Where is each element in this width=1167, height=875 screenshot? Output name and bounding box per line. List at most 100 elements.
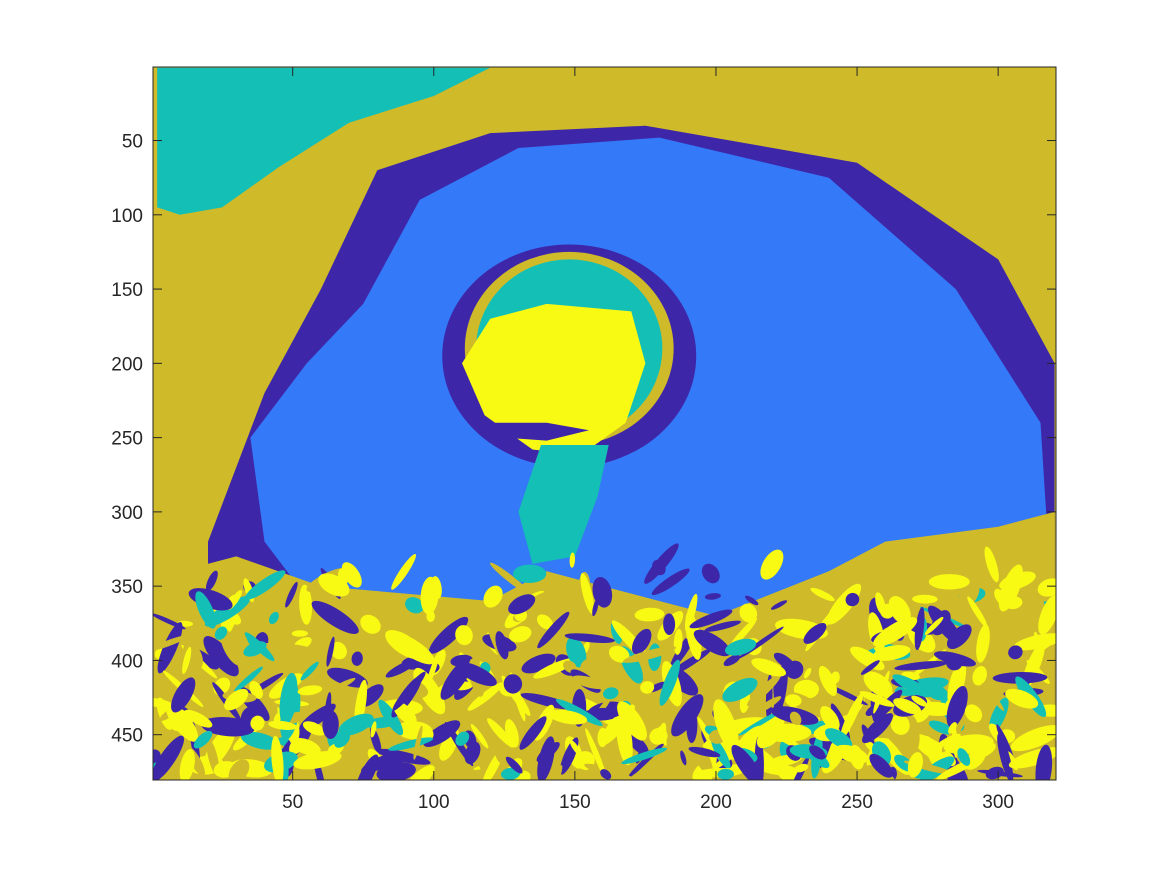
texture-blob-teal <box>892 674 932 698</box>
texture-blob-yellow <box>863 671 893 697</box>
texture-blob-olive <box>580 658 595 676</box>
texture-blob-olive <box>789 711 802 726</box>
texture-blob-teal <box>957 748 971 766</box>
texture-blob-yellow <box>224 688 249 711</box>
texture-blob-yellow <box>972 666 987 686</box>
texture-blob-yellow <box>835 744 869 764</box>
texture-blob-yellow <box>924 616 944 635</box>
texture-blob-dark-blue <box>592 598 599 617</box>
texture-blob-dark-blue <box>428 616 469 654</box>
texture-blob-dark-blue <box>860 660 880 675</box>
texture-blob-yellow <box>713 699 739 752</box>
texture-blob-teal <box>603 687 619 700</box>
texture-blob-dark-blue <box>996 724 1014 760</box>
y-tick-label: 400 <box>111 651 143 672</box>
texture-blob-dark-blue <box>686 709 698 744</box>
texture-blob-teal <box>927 685 948 701</box>
texture-blob-dark-blue <box>392 671 426 711</box>
texture-blob-olive <box>664 763 678 780</box>
texture-blob-dark-blue <box>503 674 523 694</box>
texture-blob-dark-blue <box>355 754 379 780</box>
texture-blob-yellow <box>297 685 323 696</box>
texture-blob-dark-blue <box>157 622 183 674</box>
texture-blob-teal <box>204 595 251 627</box>
texture-blob-yellow <box>569 739 582 756</box>
texture-blob-dark-blue <box>519 716 547 750</box>
texture-blob-dark-blue <box>845 592 860 607</box>
texture-blob-dark-blue <box>153 735 185 780</box>
texture-blob-olive <box>442 698 461 720</box>
texture-blob-dark-blue <box>311 600 359 634</box>
texture-blob-olive <box>228 759 250 780</box>
y-tick-label: 250 <box>111 429 143 450</box>
texture-blob-dark-blue <box>997 733 1014 780</box>
texture-blob-dark-blue <box>927 605 962 645</box>
texture-blob-yellow <box>455 625 473 646</box>
texture-blob-teal <box>555 699 603 726</box>
x-tick-label: 100 <box>418 792 450 813</box>
texture-blob-dark-blue <box>914 607 925 651</box>
texture-blob-yellow <box>739 603 758 623</box>
texture-blob-teal <box>388 737 434 751</box>
texture-blob-dark-blue <box>505 756 523 774</box>
texture-blob-dark-blue <box>537 611 570 649</box>
texture-blob-yellow <box>580 572 595 615</box>
y-tick-label: 450 <box>111 726 143 747</box>
texture-blob-dark-blue <box>285 581 298 608</box>
texture-blob-dark-blue <box>745 595 759 606</box>
axis-ticks: 50 100 150 200 250 300 50 100 150 200 250 300 350 400… <box>111 67 1056 813</box>
region-dark-blue <box>490 422 589 441</box>
texture-blob-yellow <box>873 617 918 647</box>
texture-blob-olive <box>153 572 181 607</box>
texture-blob-dark-blue <box>701 563 720 584</box>
texture-blob-teal <box>240 731 280 750</box>
texture-blob-teal <box>824 728 853 749</box>
x-tick-label: 50 <box>282 792 303 813</box>
texture-blob-yellow <box>425 651 440 689</box>
texture-blob-yellow <box>976 624 990 663</box>
texture-blob-teal <box>405 597 424 614</box>
texture-blob-olive <box>413 725 423 760</box>
texture-blob-olive <box>323 677 356 696</box>
heatmap-image <box>153 67 1056 780</box>
texture-blob-dark-blue <box>651 568 690 596</box>
region-yellow <box>462 303 646 456</box>
texture-blob-yellow <box>291 630 308 637</box>
texture-blob-yellow <box>483 585 503 608</box>
texture-blob-yellow <box>888 596 911 624</box>
texture-blob-yellow <box>859 691 895 707</box>
texture-blob-yellow <box>467 682 504 711</box>
texture-blob-dark-blue <box>326 667 368 688</box>
texture-blob-olive <box>753 696 782 715</box>
texture-blob-olive <box>220 629 244 666</box>
texture-blob-yellow <box>338 568 349 585</box>
texture-blob-dark-blue <box>770 600 788 610</box>
texture-blob-dark-blue <box>495 631 509 660</box>
x-tick-label: 300 <box>982 792 1014 813</box>
texture-blob-yellow <box>893 698 922 715</box>
texture-blob-yellow <box>947 660 967 706</box>
texture-blob-yellow <box>907 752 923 778</box>
texture-blob-teal <box>928 720 954 735</box>
axes-box <box>152 66 1057 781</box>
texture-blob-yellow <box>299 584 313 625</box>
texture-blob-olive <box>217 565 238 591</box>
texture-blob-yellow <box>470 723 489 749</box>
texture-blob-olive <box>155 590 197 607</box>
texture-blob-yellow <box>271 735 284 780</box>
texture-blob-dark-blue <box>671 694 704 737</box>
texture-blob-yellow <box>597 727 608 748</box>
region-teal <box>157 67 491 215</box>
texture-blob-dark-blue <box>153 749 161 764</box>
texture-blob-teal <box>738 710 782 736</box>
x-tick-label: 200 <box>700 792 732 813</box>
texture-blob-yellow <box>911 695 928 707</box>
texture-blob-yellow <box>268 720 298 731</box>
texture-blob-yellow <box>179 749 195 780</box>
texture-blob-dark-blue <box>508 594 536 615</box>
texture-blob-yellow <box>810 587 835 602</box>
texture-blob-yellow <box>928 574 970 590</box>
texture-blob-yellow <box>250 715 265 731</box>
texture-blob-yellow <box>839 693 864 740</box>
